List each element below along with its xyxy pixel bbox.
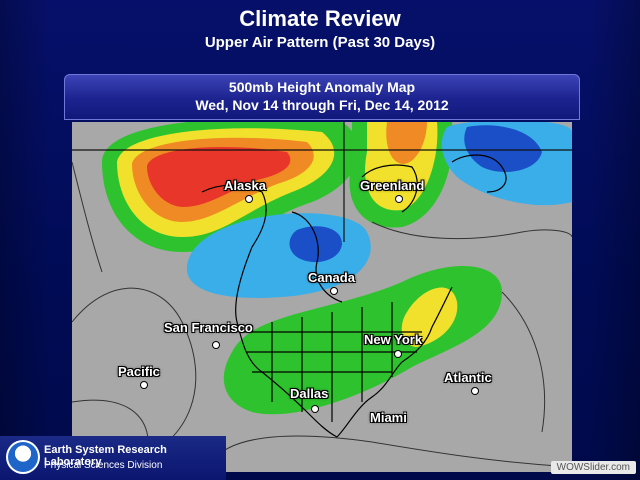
contour-lines	[72, 161, 572, 472]
map-label-atlantic: Atlantic	[444, 370, 492, 385]
slide-title: Climate Review	[239, 6, 401, 31]
greenland-anomaly	[349, 122, 453, 228]
wowslider-watermark-link[interactable]: WOWSlider.com	[550, 461, 636, 474]
slide-subtitle: Upper Air Pattern (Past 30 Days)	[204, 34, 436, 51]
map-grid-lines	[72, 122, 572, 242]
height-anomaly-map: Alaska Greenland Canada San Francisco Ne…	[72, 122, 572, 472]
map-date-range: Wed, Nov 14 through Fri, Dec 14, 2012	[195, 97, 449, 113]
map-label-san-francisco: San Francisco	[164, 320, 253, 335]
map-label-pacific: Pacific	[118, 364, 160, 379]
map-header: 500mb Height Anomaly Map Wed, Nov 14 thr…	[64, 74, 580, 120]
lab-division: Physical Sciences Division	[44, 460, 163, 471]
map-label-greenland: Greenland	[360, 178, 425, 193]
lab-name: Earth System Research Laboratory	[44, 444, 167, 468]
dallas-dot-marker	[312, 406, 318, 412]
map-label-dallas: Dallas	[290, 386, 329, 401]
greenland-dot-marker	[396, 196, 402, 202]
atlantic-dot-marker	[472, 388, 478, 394]
coastlines	[201, 154, 507, 438]
noaa-seal-icon	[6, 440, 40, 474]
map-label-new-york: New York	[364, 332, 423, 347]
new-york-dot-marker	[395, 351, 401, 357]
san-francisco-dot-marker	[213, 342, 219, 348]
atlantic-negative-anomaly	[441, 122, 572, 206]
map-label-canada: Canada	[308, 270, 355, 285]
map-label-miami: Miami	[370, 410, 407, 425]
map-title: 500mb Height Anomaly Map	[228, 79, 416, 95]
alaska-dot-marker	[246, 196, 252, 202]
anomaly-map-graphic	[72, 122, 572, 472]
alaska-ridge-anomaly	[102, 122, 359, 252]
esrl-logo: Earth System Research Laboratory Physica…	[0, 436, 226, 480]
map-label-alaska: Alaska	[224, 178, 266, 193]
canada-negative-anomaly	[186, 213, 371, 298]
pacific-dot-marker	[141, 382, 147, 388]
canada-dot-marker	[331, 288, 337, 294]
